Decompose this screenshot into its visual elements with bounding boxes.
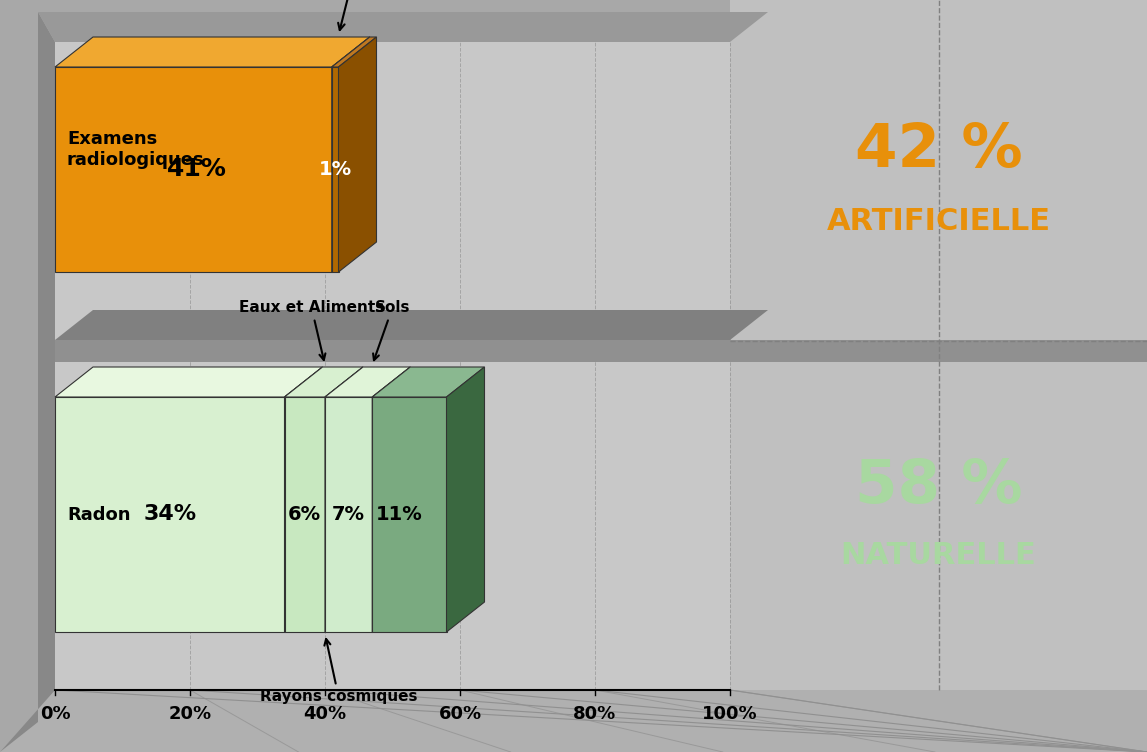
Polygon shape: [338, 37, 376, 272]
Text: Rayons cosmiques: Rayons cosmiques: [259, 639, 418, 704]
FancyBboxPatch shape: [284, 397, 325, 632]
Text: 34%: 34%: [143, 505, 196, 524]
Polygon shape: [55, 310, 768, 340]
Text: Eaux et Aliments: Eaux et Aliments: [239, 300, 384, 360]
Text: ARTIFICIELLE: ARTIFICIELLE: [827, 207, 1051, 235]
FancyBboxPatch shape: [55, 340, 729, 362]
Text: Sols: Sols: [373, 300, 411, 360]
Polygon shape: [38, 12, 768, 42]
Polygon shape: [0, 12, 55, 752]
Text: Autres
(essais nucléaires, industrie): Autres (essais nucléaires, industrie): [223, 0, 494, 30]
Polygon shape: [325, 367, 411, 397]
Text: 100%: 100%: [702, 705, 758, 723]
Text: 1%: 1%: [319, 160, 352, 179]
Text: Examens
radiologiques: Examens radiologiques: [67, 130, 204, 169]
Polygon shape: [331, 37, 369, 272]
Polygon shape: [284, 367, 362, 397]
Polygon shape: [284, 367, 322, 632]
Polygon shape: [373, 367, 411, 632]
Text: 40%: 40%: [304, 705, 346, 723]
Text: NATURELLE: NATURELLE: [841, 541, 1037, 571]
FancyBboxPatch shape: [373, 397, 446, 632]
Text: 60%: 60%: [438, 705, 482, 723]
Polygon shape: [373, 367, 484, 397]
Polygon shape: [55, 37, 369, 67]
FancyBboxPatch shape: [55, 67, 331, 272]
Text: 42 %: 42 %: [855, 122, 1022, 180]
Text: 11%: 11%: [376, 505, 422, 524]
Text: 58 %: 58 %: [855, 456, 1022, 516]
Polygon shape: [446, 367, 484, 632]
FancyBboxPatch shape: [325, 397, 373, 632]
Polygon shape: [325, 367, 362, 632]
FancyBboxPatch shape: [55, 397, 284, 632]
Polygon shape: [0, 690, 1147, 752]
FancyBboxPatch shape: [55, 42, 729, 690]
Text: Radon: Radon: [67, 505, 131, 523]
FancyBboxPatch shape: [729, 340, 1147, 362]
Polygon shape: [331, 37, 376, 67]
Polygon shape: [55, 367, 322, 397]
Text: 7%: 7%: [333, 505, 365, 524]
Text: 6%: 6%: [288, 505, 321, 524]
FancyBboxPatch shape: [729, 0, 1147, 690]
Text: 41%: 41%: [166, 157, 227, 181]
Text: 20%: 20%: [169, 705, 211, 723]
Text: 0%: 0%: [40, 705, 70, 723]
FancyBboxPatch shape: [331, 67, 338, 272]
Text: 80%: 80%: [574, 705, 617, 723]
